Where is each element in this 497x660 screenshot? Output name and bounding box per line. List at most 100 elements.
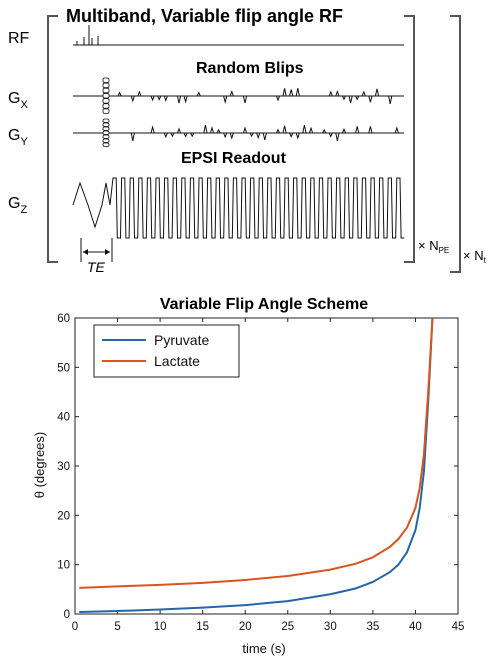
blip [229,132,234,140]
series-line-pyruvate [79,318,434,614]
phase-encode-step [102,126,110,131]
x-tick-label: 10 [154,621,167,633]
x-tick-label: 20 [239,621,252,633]
repeat-pe-label: × NPE [418,238,449,255]
legend-box [93,324,240,378]
blip [289,132,294,138]
blip [368,126,373,134]
x-axis-label: time (s) [242,641,285,656]
blip [117,91,122,97]
y-axis-ticks: 0 10 20 30 40 50 60 [57,313,458,621]
blip [176,127,182,134]
blip [355,126,360,134]
phase-encode-step [102,138,110,143]
phase-encode-tables [102,77,110,147]
left-bracket [47,15,58,263]
blip [289,89,294,97]
y-tick-label: 30 [57,461,70,473]
blip [374,88,380,97]
blip [335,132,340,142]
gx-random-blips [117,88,393,105]
blip [262,132,267,141]
phase-encode-step [102,98,110,104]
blip [295,88,300,97]
phase-encode-step [102,103,110,109]
blip [216,128,221,134]
x-tick-label: 40 [409,621,422,633]
te-arrowhead-left [83,249,88,255]
phase-encode-step [102,134,110,139]
inner-right-bracket [404,15,415,263]
gy-label: GY [8,127,28,148]
pulse-sequence-diagram: Multiband, Variable flip angle RF RF GX … [8,6,487,275]
phase-encode-step [102,93,110,99]
y-tick-label: 40 [57,412,70,424]
x-tick-label: 0 [72,621,78,633]
gx-label: GX [8,90,28,111]
blip [157,95,162,101]
blip [223,132,228,139]
x-tick-label: 25 [281,621,294,633]
blip [335,89,340,97]
blip [183,95,188,104]
blip [150,125,155,134]
blip [368,95,373,103]
epsi-readout-waveform [109,177,405,239]
blip [295,132,300,140]
blip [348,95,353,104]
repeat-t-label: × Nt [463,248,487,265]
series-lines [79,318,434,614]
blip [203,124,208,134]
blip [130,95,135,103]
blip [163,132,168,139]
phase-encode-step [102,122,110,127]
phase-encode-step [102,108,110,114]
blip [150,95,155,102]
blip [322,128,327,134]
blip [275,95,281,102]
x-axis-ticks: 0 5 10 15 20 25 30 35 40 45 [72,318,465,633]
blip [209,126,215,134]
blip [282,88,287,97]
blip [229,90,234,97]
y-tick-label: 10 [57,560,70,572]
phase-encode-step [102,87,110,94]
outer-right-bracket [450,15,461,273]
blip [242,95,248,104]
blip [196,91,201,97]
sequence-title: Multiband, Variable flip angle RF [66,6,343,26]
blip [176,95,182,104]
phase-encode-step [102,82,110,89]
chart-title: Variable Flip Angle Scheme [160,296,368,313]
te-arrowhead-right [105,249,110,255]
phase-encode-step [102,130,110,135]
x-tick-label: 15 [196,621,209,633]
blip [361,90,366,97]
blip [388,95,393,105]
y-tick-label: 20 [57,510,70,522]
gy-random-blips [130,124,399,142]
phase-encode-step [102,118,110,123]
blip [137,90,142,97]
legend-label: Pyruvate [154,332,209,348]
blip [341,128,347,134]
blip [130,132,135,141]
blip [341,95,347,101]
phase-encode-step [102,142,110,147]
blip [302,124,307,134]
x-tick-label: 45 [452,621,465,633]
rf-label: RF [8,30,30,47]
x-tick-label: 5 [114,621,120,633]
blip [355,95,360,101]
y-tick-label: 60 [57,313,70,325]
y-tick-label: 0 [64,609,70,621]
rf-waveform [73,25,404,46]
x-tick-label: 35 [366,621,379,633]
y-tick-label: 50 [57,362,70,374]
blip [282,125,287,134]
blip [183,132,188,138]
gz-prewinder [72,181,111,229]
x-tick-label: 30 [324,621,337,633]
blip [163,95,168,102]
epsi-readout-label: EPSI Readout [181,150,287,167]
